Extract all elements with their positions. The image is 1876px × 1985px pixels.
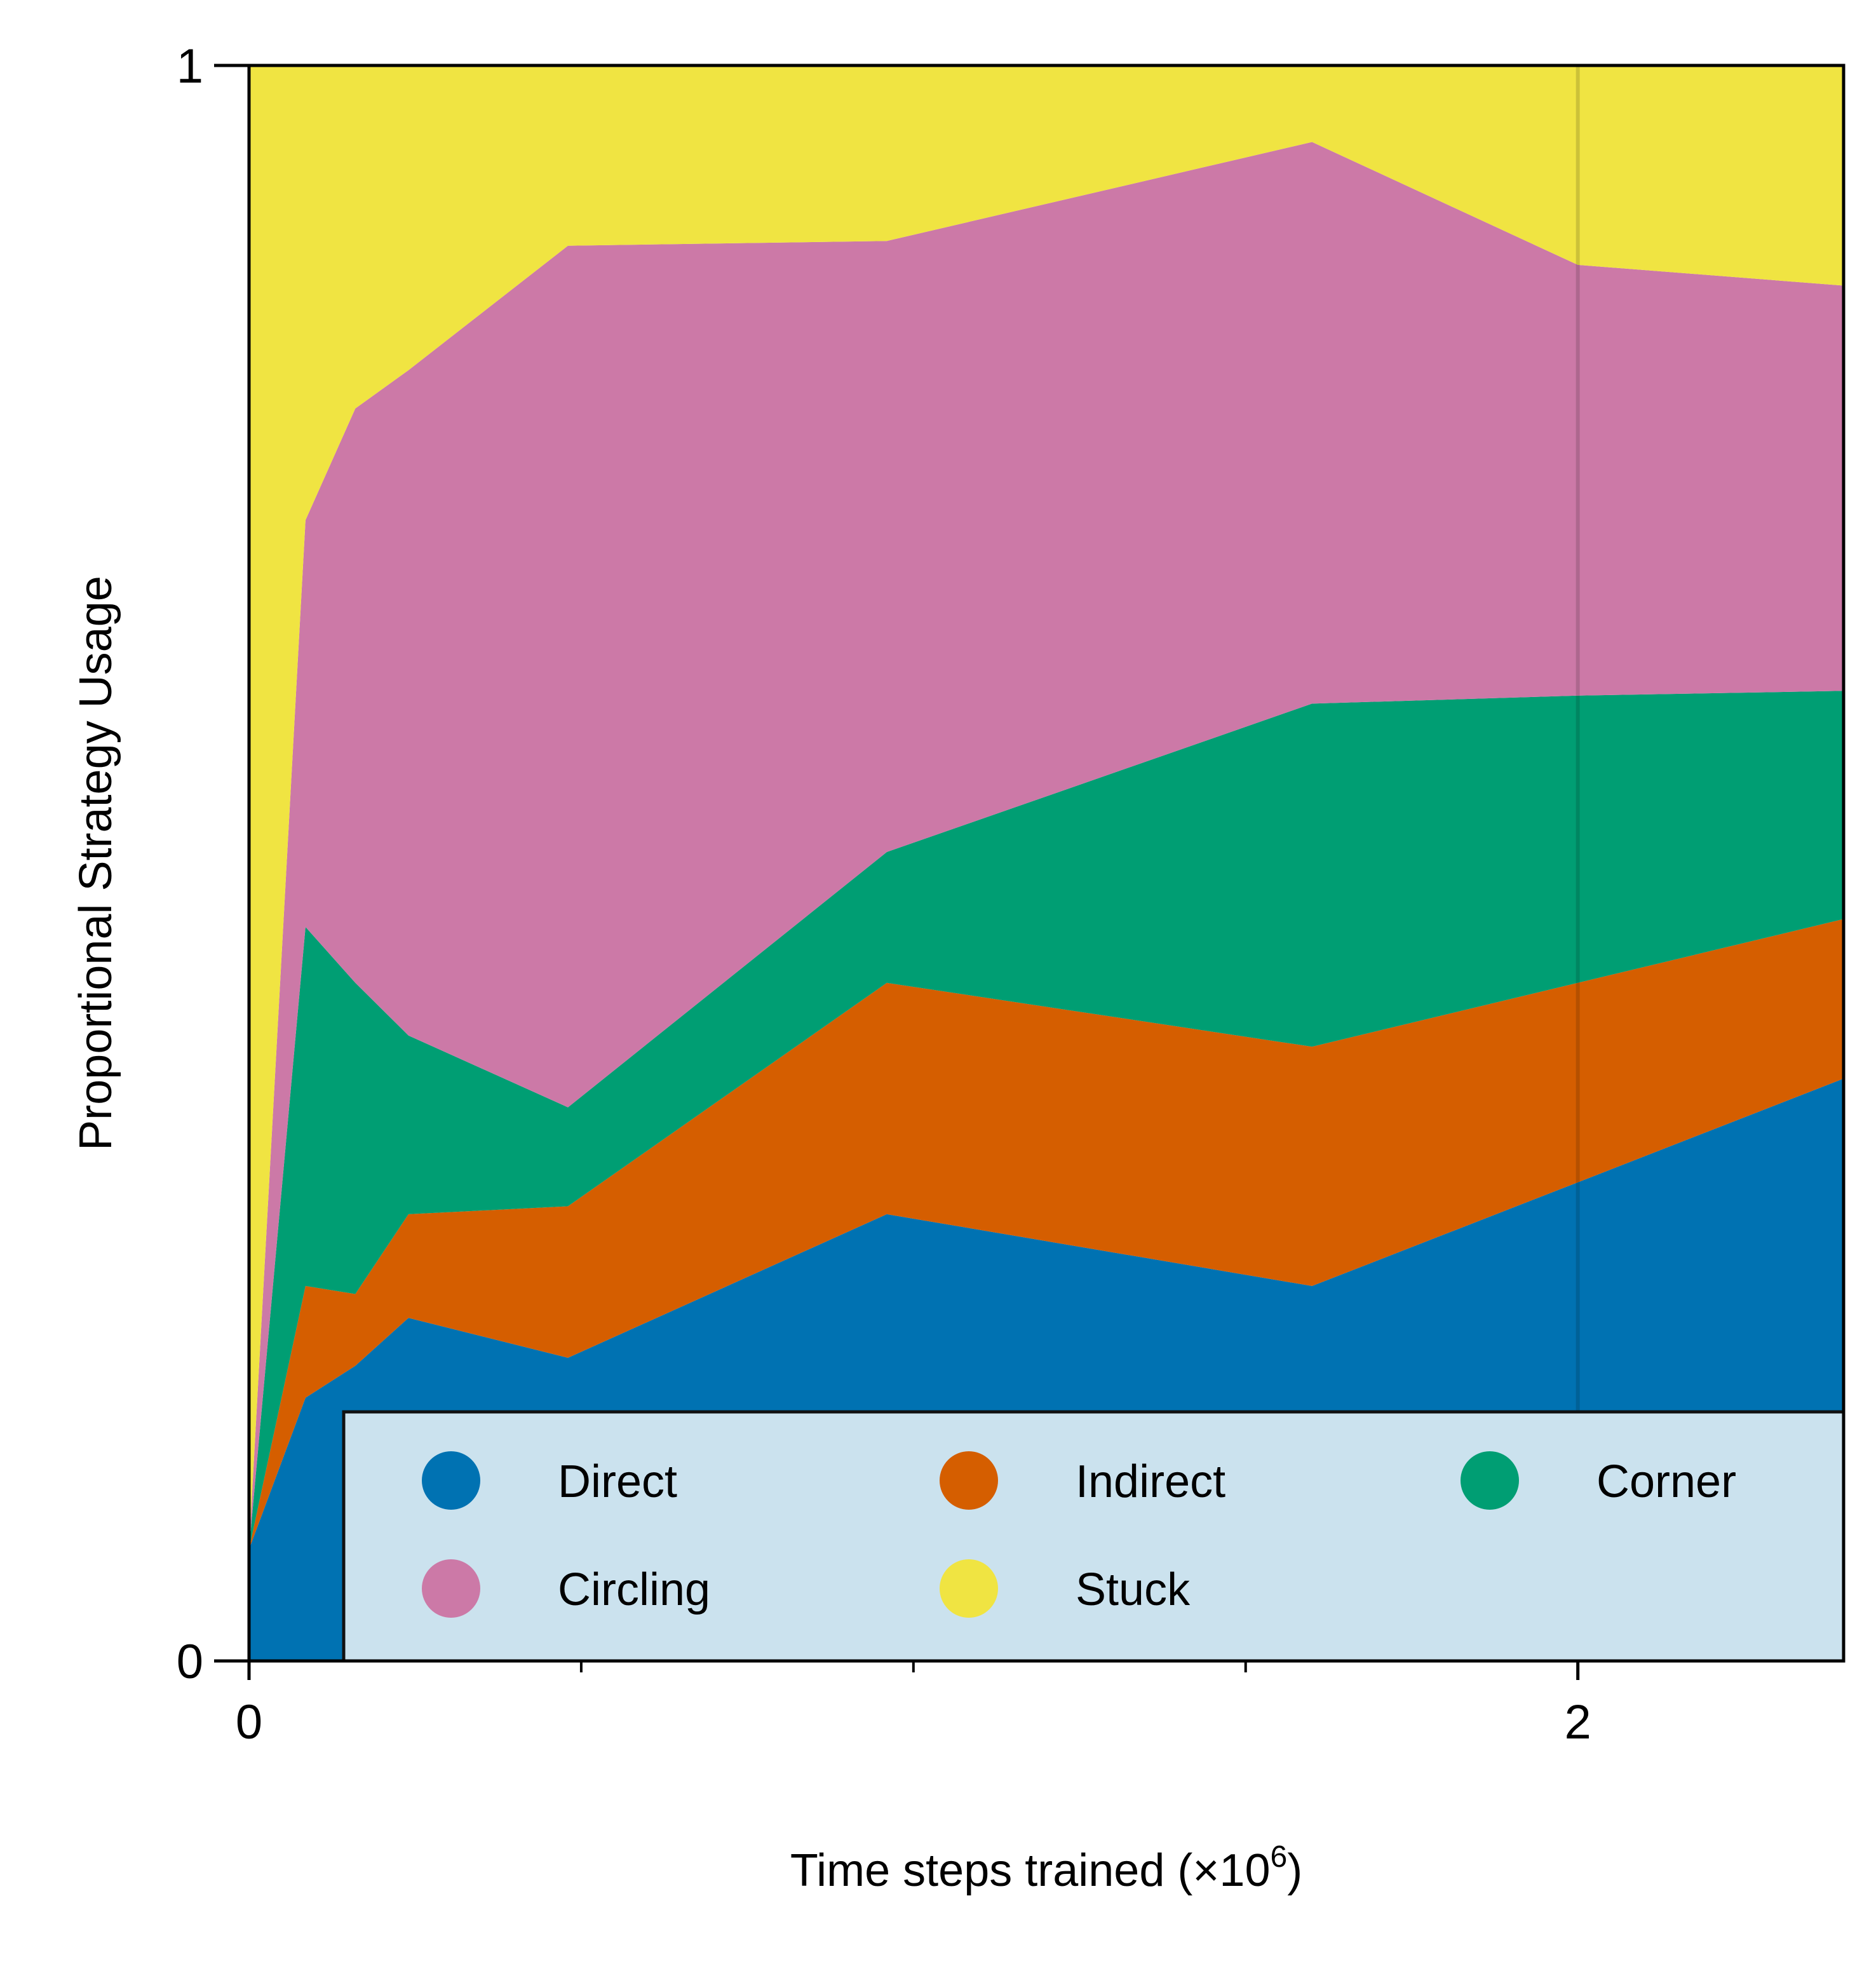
legend-marker <box>940 1451 998 1510</box>
legend-box <box>342 1410 1846 1663</box>
legend-marker <box>1461 1451 1519 1510</box>
area-indirect <box>249 919 1844 1550</box>
legend-marker <box>422 1559 480 1618</box>
legend-label: Circling <box>558 1564 710 1615</box>
x-tick-label: 0 <box>236 1695 262 1749</box>
legend-label: Direct <box>558 1456 677 1507</box>
y-axis-label: Proportional Strategy Usage <box>71 576 121 1151</box>
legend: Direct Indirect Corner Circling Stuck <box>342 1410 1846 1663</box>
legend-item-direct: Direct <box>422 1451 677 1510</box>
legend-item-corner: Corner <box>1461 1451 1736 1510</box>
legend-label: Corner <box>1596 1456 1736 1507</box>
legend-item-circling: Circling <box>422 1559 710 1618</box>
axes: 0 2 0 1 <box>177 39 1591 1749</box>
x-axis-label-exponent: 6 <box>1271 1840 1288 1874</box>
x-tick-label: 2 <box>1565 1695 1591 1749</box>
legend-marker <box>422 1451 480 1510</box>
x-axis-label-close: ) <box>1287 1845 1302 1896</box>
legend-item-stuck: Stuck <box>940 1559 1191 1618</box>
area-stuck <box>249 65 1844 1550</box>
legend-marker <box>940 1559 998 1618</box>
y-tick-label: 0 <box>177 1635 203 1689</box>
legend-label: Stuck <box>1076 1564 1191 1615</box>
area-circling <box>249 142 1844 1550</box>
y-tick-label: 1 <box>177 39 203 93</box>
area-corner <box>249 691 1844 1550</box>
plot-frame <box>247 64 1846 1663</box>
x-axis-label-main: Time steps trained (×10 <box>790 1845 1271 1896</box>
legend-label: Indirect <box>1076 1456 1225 1507</box>
legend-item-indirect: Indirect <box>940 1451 1225 1510</box>
x-axis-label: Time steps trained (×106) <box>790 1840 1302 1896</box>
